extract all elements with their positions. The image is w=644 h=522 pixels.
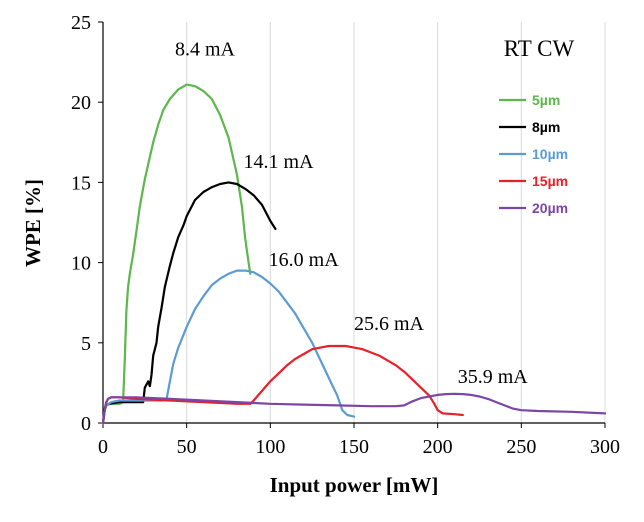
legend: 5µm 8µm 10µm 15µm 20µm (499, 92, 568, 216)
y-tick-label: 10 (71, 253, 91, 275)
x-tick-label: 250 (506, 436, 536, 458)
x-tick-label: 150 (339, 436, 369, 458)
y-axis-title: WPE [%] (21, 179, 45, 267)
x-tick-label: 0 (98, 436, 108, 458)
series-line-8m (103, 182, 275, 423)
current-annotation: 8.4 mA (175, 39, 236, 61)
wpe-chart: 05101520250 50 100 150 200 250 300 8.4 mA14.1 … (0, 0, 644, 522)
y-tick-label: 25 (71, 12, 91, 34)
condition-label: RT CW (504, 36, 575, 61)
x-tick-label: 200 (423, 436, 453, 458)
x-tick-label: 300 (590, 436, 620, 458)
legend-label: 15µm (532, 173, 568, 189)
current-annotations: 8.4 mA 14.1 mA 16.0 mA 25.6 mA 35.9 mA (175, 39, 528, 388)
current-annotation: 35.9 mA (458, 366, 529, 388)
y-tick-label: 20 (71, 92, 91, 114)
y-tick-label: 5 (81, 333, 91, 355)
x-tick-label: 50 (177, 436, 197, 458)
y-tick-label: 0 (81, 413, 91, 435)
current-annotation: 16.0 mA (269, 249, 340, 271)
series-line-15m (103, 346, 463, 423)
current-annotation: 14.1 mA (244, 151, 315, 173)
legend-label: 20µm (532, 200, 568, 216)
current-annotation: 25.6 mA (354, 313, 425, 335)
vertical-gridlines (187, 22, 605, 423)
series-line-5m (103, 85, 250, 423)
x-axis-title: Input power [mW] (270, 473, 439, 497)
legend-label: 5µm (532, 92, 560, 108)
legend-label: 8µm (532, 119, 560, 135)
y-tick-label: 15 (71, 172, 91, 194)
legend-label: 10µm (532, 146, 568, 162)
x-tick-label: 100 (255, 436, 285, 458)
